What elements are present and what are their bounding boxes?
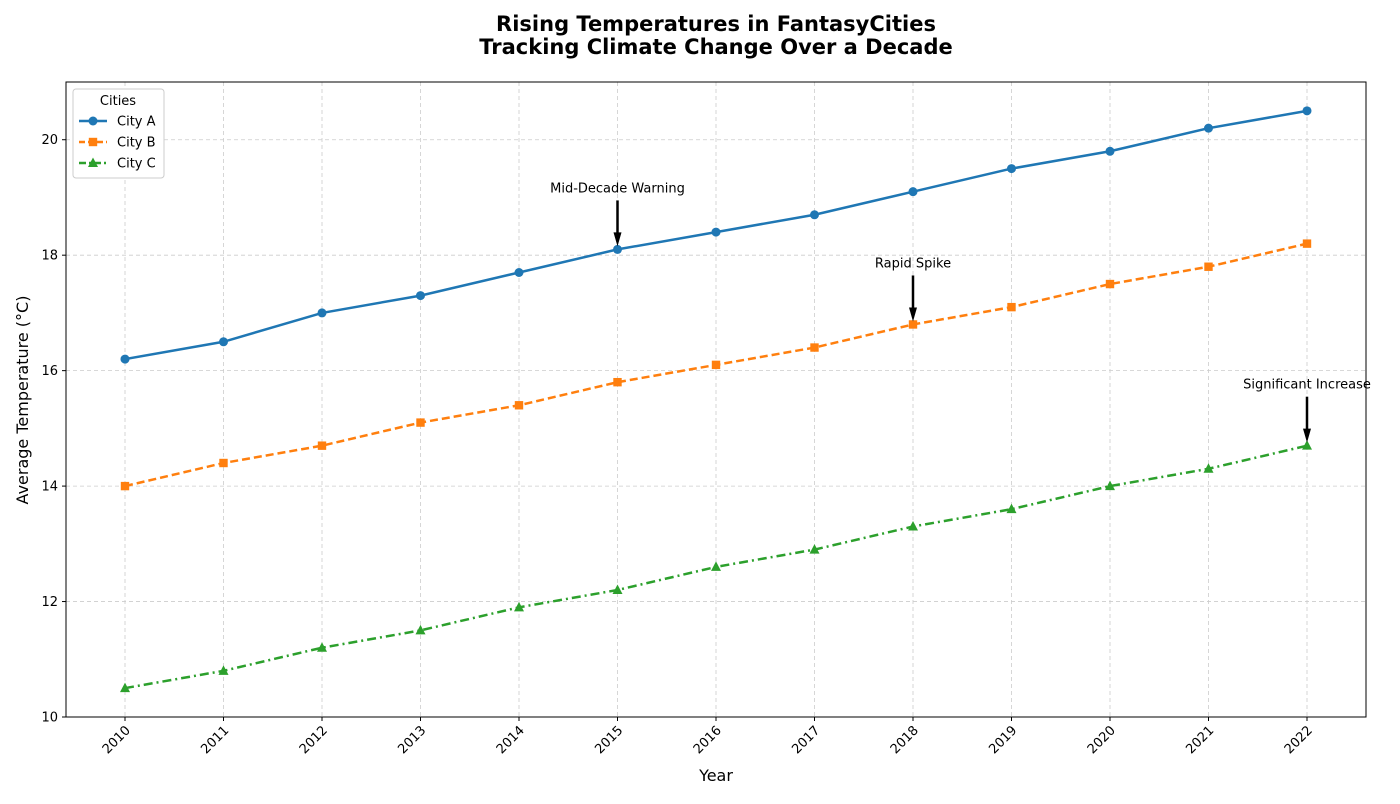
y-tick-label: 10: [41, 711, 58, 726]
annotation: Mid-Decade Warning: [550, 181, 685, 246]
x-tick-label: 2022: [1282, 723, 1316, 757]
data-point: [909, 187, 918, 196]
y-tick-label: 18: [41, 249, 58, 264]
data-point: [908, 521, 918, 531]
annotation: Significant Increase: [1243, 378, 1371, 443]
legend-marker: [89, 138, 97, 146]
data-point: [810, 343, 818, 351]
data-point: [909, 320, 917, 328]
x-tick-label: 2019: [986, 723, 1020, 757]
data-point: [121, 482, 129, 490]
data-point: [1106, 280, 1114, 288]
x-tick-label: 2013: [395, 723, 429, 757]
data-point: [613, 378, 621, 386]
y-tick-label: 12: [41, 595, 58, 610]
x-tick-label: 2010: [100, 723, 134, 757]
x-tick-label: 2020: [1085, 723, 1119, 757]
data-point: [515, 401, 523, 409]
x-tick-label: 2017: [789, 723, 823, 757]
x-axis-label: Year: [698, 766, 733, 785]
x-tick-label: 2014: [494, 723, 528, 757]
data-point: [515, 268, 524, 277]
data-point: [1303, 106, 1312, 115]
data-point: [318, 441, 326, 449]
data-point: [1204, 263, 1212, 271]
data-point: [416, 291, 425, 300]
annotations: Mid-Decade Warning Rapid Spike Significant…: [550, 181, 1371, 442]
x-tick-label: 2011: [198, 723, 232, 757]
chart-title: Rising Temperatures in FantasyCities: [496, 12, 936, 36]
x-tick-label: 2021: [1183, 723, 1217, 757]
annotation-label: Mid-Decade Warning: [550, 181, 685, 196]
legend-label: City C: [117, 157, 156, 172]
data-point: [810, 210, 819, 219]
data-point: [1007, 164, 1016, 173]
x-tick-label: 2018: [888, 723, 922, 757]
annotation-label: Significant Increase: [1243, 378, 1371, 393]
data-point: [712, 361, 720, 369]
data-point: [1106, 147, 1115, 156]
grid: [66, 82, 1366, 717]
data-point: [711, 561, 721, 571]
data-point: [219, 459, 227, 467]
data-point: [1007, 303, 1015, 311]
y-tick-label: 14: [41, 480, 58, 495]
data-point: [318, 308, 327, 317]
annotation-arrow-head: [1303, 429, 1311, 443]
data-point: [613, 585, 623, 595]
data-point: [416, 418, 424, 426]
data-point: [121, 355, 130, 364]
data-point: [1204, 124, 1213, 133]
chart-subtitle: Tracking Climate Change Over a Decade: [479, 35, 952, 59]
data-point: [712, 228, 721, 237]
series-city-a: [121, 106, 1312, 363]
y-tick-label: 16: [41, 364, 58, 379]
annotation: Rapid Spike: [875, 256, 951, 321]
data-point: [219, 337, 228, 346]
x-tick-label: 2016: [691, 723, 725, 757]
legend-label: City B: [117, 136, 156, 151]
x-tick-label: 2012: [297, 723, 331, 757]
legend-marker: [89, 117, 98, 126]
legend: Cities City A City B City C: [73, 89, 164, 178]
series-city-b: [121, 239, 1311, 490]
annotation-label: Rapid Spike: [875, 256, 951, 271]
annotation-arrow-head: [909, 307, 917, 321]
data-point: [1007, 504, 1017, 514]
y-axis-label: Average Temperature (°C): [13, 296, 32, 505]
x-tick-label: 2015: [592, 723, 626, 757]
annotation-arrow-head: [614, 232, 622, 246]
y-tick-label: 20: [41, 133, 58, 148]
legend-label: City A: [117, 115, 156, 130]
axes: 2010 2011 2012 2013 2014 2015 2016 2017 2018 2019…: [41, 82, 1366, 757]
legend-title: Cities: [100, 94, 136, 109]
data-point: [1303, 239, 1311, 247]
